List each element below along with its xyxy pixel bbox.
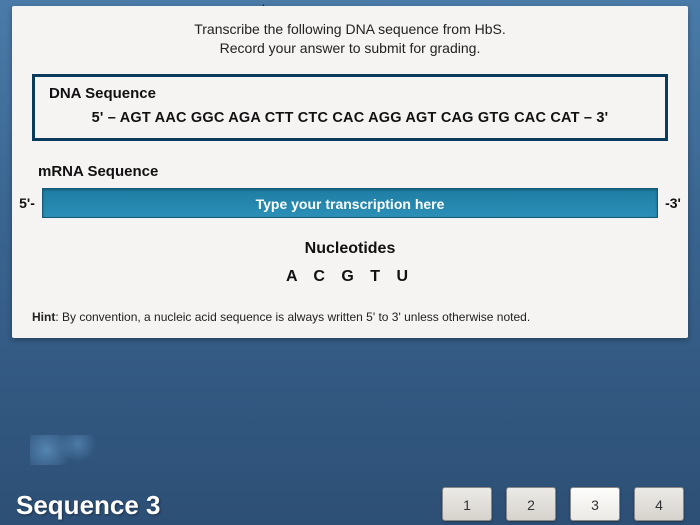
- sequence-page-label: Sequence 3: [16, 490, 161, 521]
- nucleotides-letters[interactable]: A C G T U: [32, 268, 668, 286]
- question-card: Transcribe the following DNA sequence fr…: [12, 6, 688, 338]
- three-prime-label: -3': [658, 195, 688, 211]
- hint-label: Hint: [32, 310, 55, 324]
- bottom-nav-bar: Sequence 3 1 2 3 4: [0, 470, 700, 525]
- step-button-4[interactable]: 4: [634, 487, 684, 521]
- step-buttons-group: 1 2 3 4: [442, 487, 684, 521]
- step-button-2[interactable]: 2: [506, 487, 556, 521]
- hint-text: Hint: By convention, a nucleic acid sequ…: [32, 310, 668, 324]
- dna-sequence-text: 5' – AGT AAC GGC AGA CTT CTC CAC AGG AGT…: [49, 110, 651, 126]
- dna-sequence-box: DNA Sequence 5' – AGT AAC GGC AGA CTT CT…: [32, 74, 668, 141]
- dna-title: DNA Sequence: [49, 85, 651, 102]
- instruction-text: Transcribe the following DNA sequence fr…: [32, 20, 668, 58]
- transcription-input[interactable]: Type your transcription here: [42, 188, 658, 218]
- step-button-3[interactable]: 3: [570, 487, 620, 521]
- hint-body: : By convention, a nucleic acid sequence…: [55, 310, 530, 324]
- five-prime-label: 5'-: [12, 195, 42, 211]
- mrna-title: mRNA Sequence: [38, 163, 668, 180]
- step-button-1[interactable]: 1: [442, 487, 492, 521]
- nucleotides-title: Nucleotides: [32, 240, 668, 258]
- background-decoration: [30, 435, 110, 465]
- instruction-line-1: Transcribe the following DNA sequence fr…: [194, 21, 506, 37]
- transcription-input-row: 5'- Type your transcription here -3': [12, 188, 688, 218]
- instruction-line-2: Record your answer to submit for grading…: [220, 40, 481, 56]
